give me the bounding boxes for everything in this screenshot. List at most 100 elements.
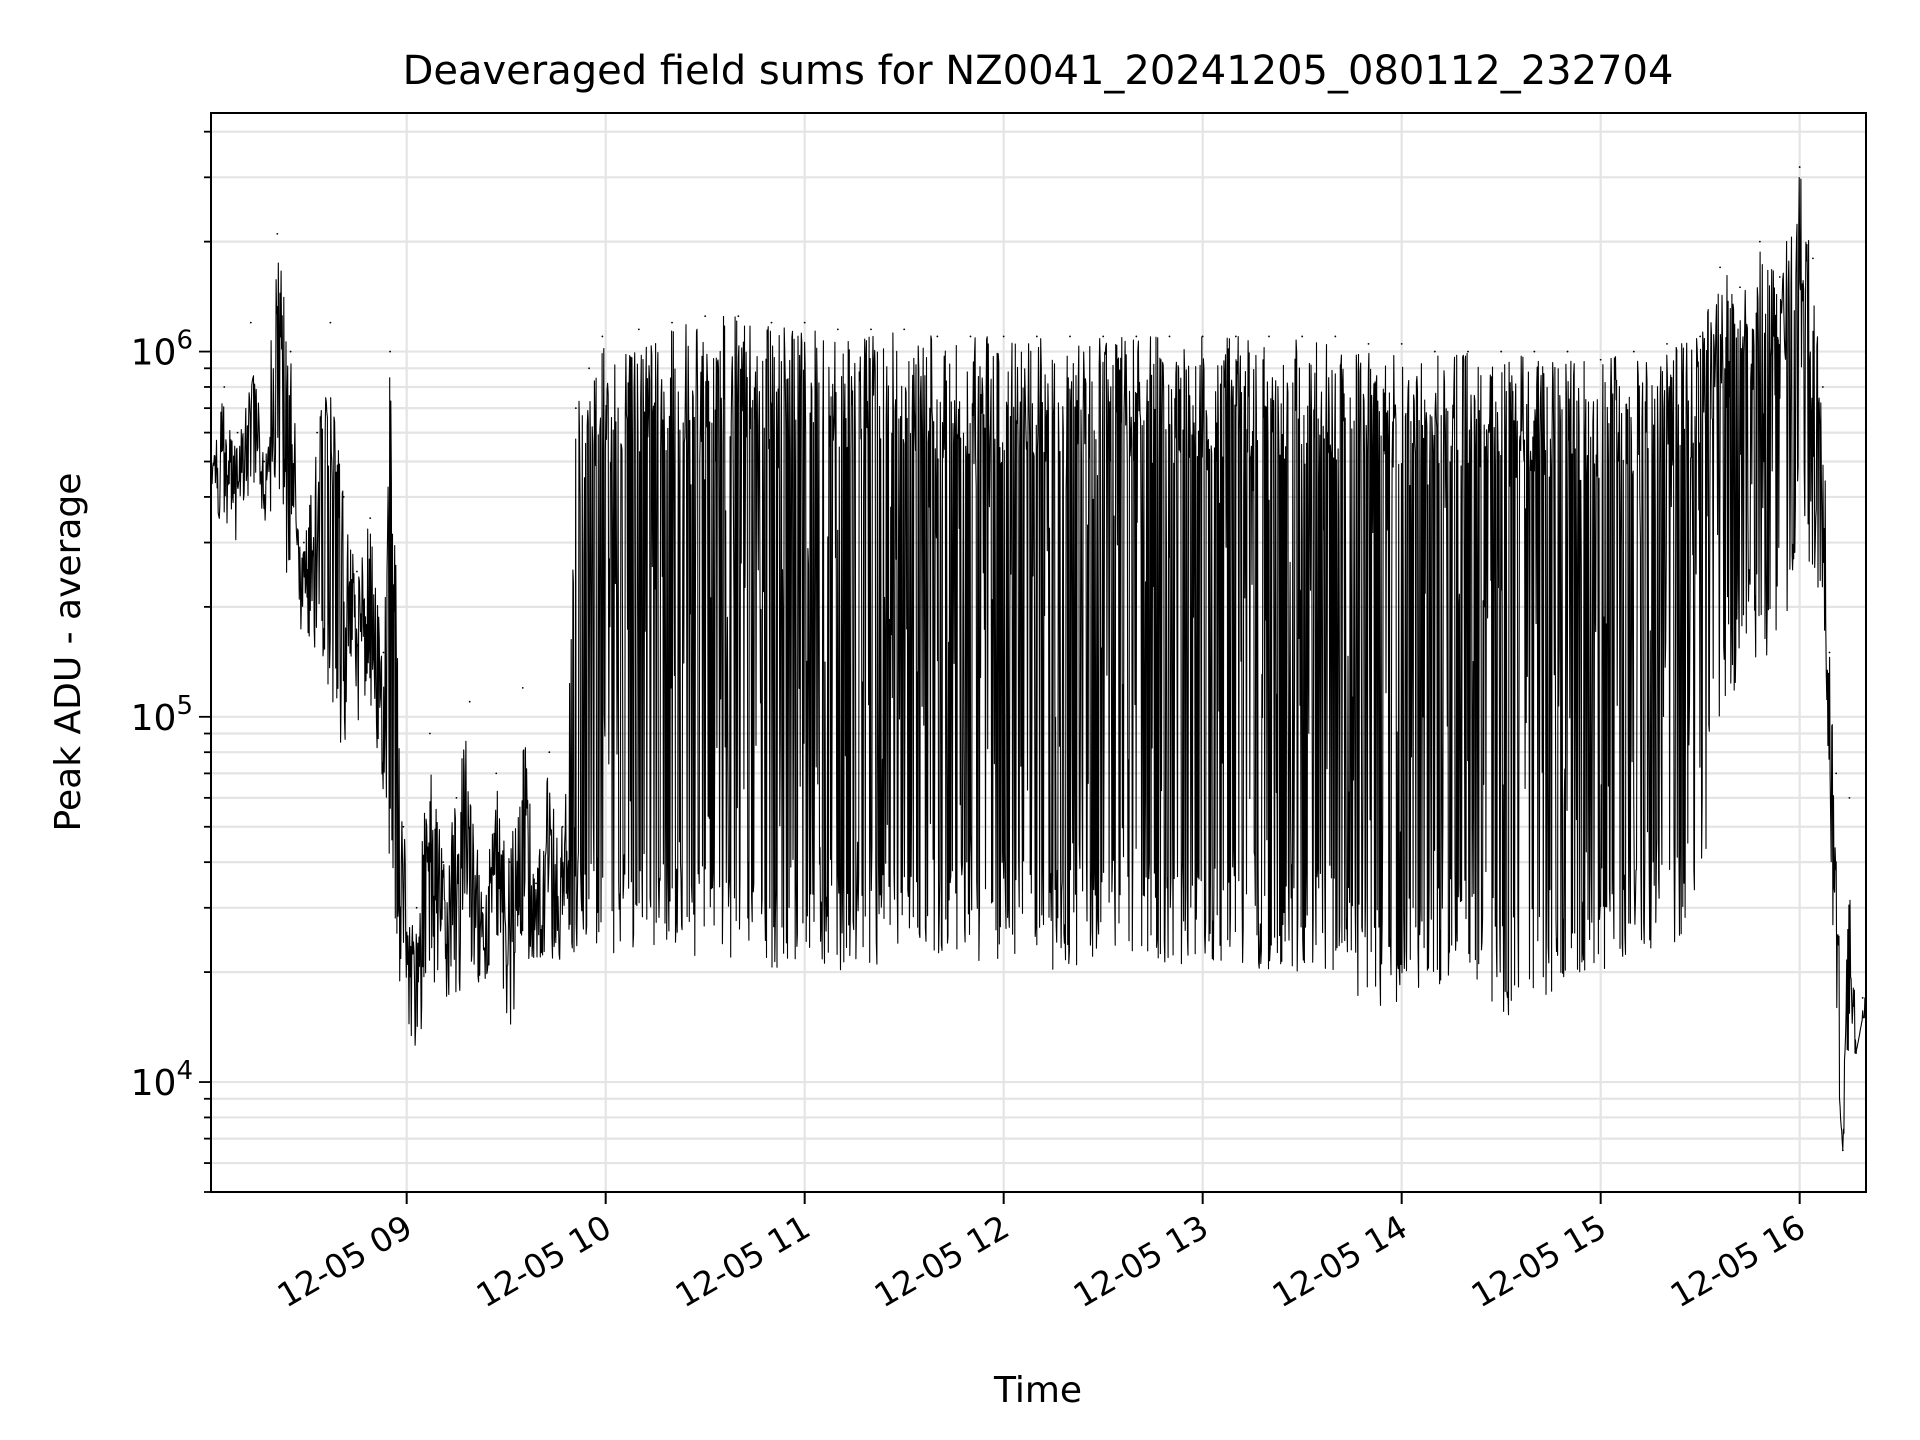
data-point bbox=[442, 861, 445, 864]
data-point bbox=[1739, 286, 1741, 289]
data-point bbox=[1821, 386, 1824, 388]
y-tick-label: 104 bbox=[131, 1056, 193, 1104]
data-point bbox=[1599, 358, 1602, 361]
data-point bbox=[223, 386, 226, 388]
data-point bbox=[803, 321, 806, 324]
x-tick-label: 12-05 10 bbox=[470, 1207, 618, 1315]
data-point bbox=[1533, 350, 1536, 353]
data-point bbox=[969, 335, 972, 338]
plot-area bbox=[210, 166, 1867, 1152]
data-point bbox=[1135, 335, 1138, 338]
data-point bbox=[382, 651, 385, 654]
data-point bbox=[1500, 350, 1503, 353]
data-point bbox=[1861, 996, 1864, 999]
y-axis-label: Peak ADU - average bbox=[48, 473, 89, 832]
x-tick-label: 12-05 13 bbox=[1067, 1207, 1215, 1315]
data-point bbox=[588, 367, 590, 370]
data-point bbox=[428, 732, 431, 735]
data-point bbox=[289, 350, 292, 353]
y-tick-label: 105 bbox=[131, 691, 193, 739]
x-tick-label: 12-05 09 bbox=[271, 1207, 419, 1315]
data-point bbox=[1301, 335, 1304, 338]
data-point bbox=[369, 517, 372, 520]
y-tick-exponent: 6 bbox=[176, 326, 193, 356]
data-point bbox=[671, 321, 673, 324]
data-point bbox=[1719, 266, 1721, 269]
x-tick-label: 12-05 11 bbox=[669, 1207, 817, 1315]
data-point bbox=[263, 460, 265, 463]
data-point bbox=[415, 906, 418, 909]
x-tick-label: 12-05 15 bbox=[1465, 1207, 1613, 1315]
data-point bbox=[1400, 342, 1403, 345]
data-point bbox=[389, 350, 391, 353]
data-point bbox=[1841, 1149, 1844, 1152]
data-point bbox=[903, 328, 906, 331]
data-point bbox=[1467, 350, 1469, 353]
data-point bbox=[1069, 335, 1071, 338]
data-point bbox=[468, 700, 471, 703]
data-point bbox=[342, 496, 345, 498]
y-tick-exponent: 4 bbox=[176, 1056, 193, 1086]
data-point bbox=[249, 321, 252, 324]
data-point bbox=[482, 906, 484, 909]
data-point bbox=[508, 861, 511, 864]
data-point bbox=[521, 686, 524, 689]
data-point bbox=[316, 431, 319, 434]
data-point bbox=[770, 321, 773, 324]
x-axis-label: Time bbox=[993, 1370, 1082, 1411]
data-point bbox=[329, 321, 332, 324]
y-tick-base: 10 bbox=[131, 333, 177, 374]
data-point bbox=[1798, 166, 1801, 168]
series-line bbox=[210, 177, 1867, 1151]
data-point bbox=[402, 825, 405, 828]
data-point bbox=[1778, 276, 1781, 278]
data-point bbox=[936, 335, 939, 338]
y-tick-label: 106 bbox=[131, 326, 193, 374]
data-point bbox=[1699, 335, 1702, 338]
data-point bbox=[1632, 350, 1635, 353]
data-point bbox=[236, 431, 239, 434]
data-point bbox=[704, 315, 707, 318]
data-point bbox=[1268, 335, 1270, 338]
data-point bbox=[1666, 342, 1668, 345]
y-tick-base: 10 bbox=[131, 698, 177, 739]
data-point bbox=[356, 570, 358, 573]
data-point bbox=[1035, 335, 1038, 338]
data-point bbox=[561, 825, 564, 828]
x-tick-label: 12-05 14 bbox=[1266, 1207, 1414, 1315]
x-tick-label: 12-05 16 bbox=[1664, 1207, 1812, 1315]
data-point bbox=[495, 772, 498, 775]
x-axis: 12-05 09 12-05 10 12-05 11 12-05 12 12-05 13… bbox=[271, 1192, 1812, 1315]
data-point bbox=[1102, 335, 1105, 338]
data-point bbox=[276, 232, 279, 235]
data-point bbox=[1367, 342, 1370, 345]
data-point bbox=[1835, 772, 1838, 775]
data-point bbox=[737, 315, 740, 318]
data-point bbox=[870, 328, 872, 331]
data-point bbox=[1002, 335, 1005, 338]
data-point bbox=[574, 407, 577, 410]
x-tick-label: 12-05 12 bbox=[868, 1207, 1016, 1315]
data-point bbox=[1848, 796, 1851, 799]
data-point bbox=[535, 882, 537, 885]
data-point bbox=[302, 541, 305, 544]
data-point bbox=[601, 335, 604, 338]
data-point bbox=[836, 328, 839, 331]
data-point bbox=[455, 796, 458, 799]
data-point bbox=[1201, 335, 1204, 338]
data-point bbox=[1234, 335, 1237, 338]
data-point bbox=[1828, 651, 1831, 654]
y-tick-base: 10 bbox=[131, 1063, 177, 1104]
data-point bbox=[1812, 257, 1814, 260]
data-point bbox=[1168, 335, 1171, 338]
data-point bbox=[637, 328, 640, 331]
y-tick-exponent: 5 bbox=[176, 691, 193, 721]
plot-frame bbox=[210, 112, 1867, 1193]
data-point bbox=[1566, 350, 1569, 353]
data-point bbox=[1334, 335, 1337, 338]
data-point bbox=[1855, 1052, 1857, 1055]
data-point bbox=[1433, 350, 1436, 353]
data-point bbox=[548, 751, 551, 754]
